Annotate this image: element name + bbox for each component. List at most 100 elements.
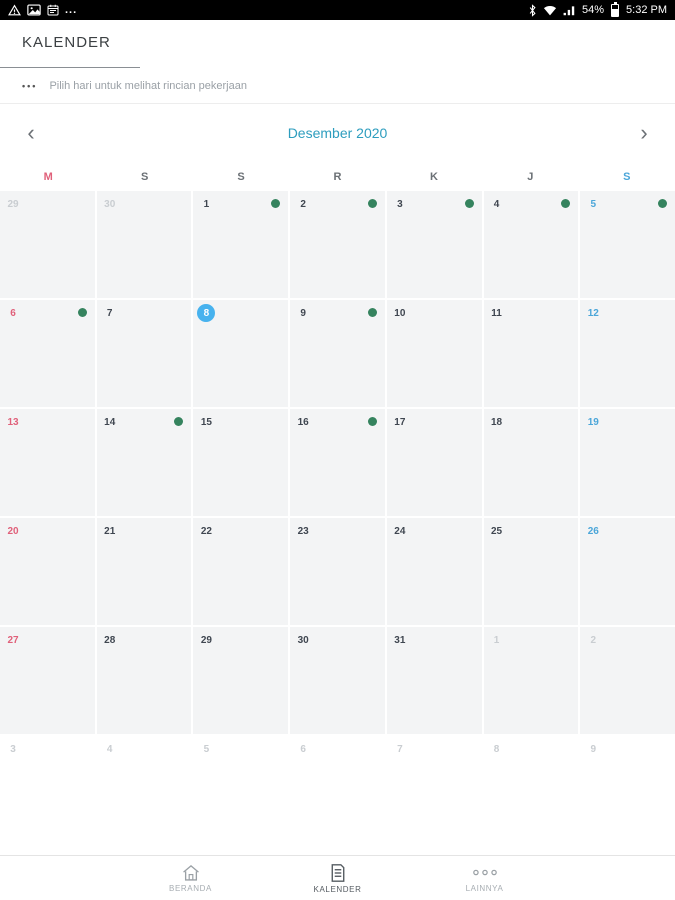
page-title: KALENDER: [22, 34, 111, 51]
day-number: 18: [491, 416, 503, 428]
day-cell-13[interactable]: 13: [0, 409, 95, 516]
day-cell-17[interactable]: 17: [386, 409, 482, 516]
day-cell-21[interactable]: 21: [96, 518, 192, 625]
day-number: 2: [300, 198, 306, 210]
weekday-label-5: J: [527, 170, 534, 183]
day-number: 9: [300, 307, 306, 319]
tab-beranda-label: BERANDA: [169, 884, 212, 893]
day-cell-22[interactable]: 22: [193, 518, 289, 625]
image-icon: [27, 4, 41, 16]
day-number: 31: [394, 634, 406, 646]
event-dot: [77, 308, 87, 317]
event-dot: [658, 199, 667, 208]
hint-row: ••• Pilih hari untuk melihat rincian pek…: [0, 68, 675, 104]
day-cell-10[interactable]: 10: [386, 300, 482, 407]
day-cell-14[interactable]: 14: [96, 409, 192, 516]
prev-month-button[interactable]: ‹: [27, 120, 35, 145]
tab-beranda[interactable]: BERANDA: [117, 863, 264, 893]
day-cell-20[interactable]: 20: [0, 518, 95, 625]
tab-lainnya-label: LAINNYA: [465, 884, 504, 893]
day-number: 25: [491, 525, 503, 537]
day-cell-27[interactable]: 27: [0, 627, 95, 734]
day-cell-4[interactable]: 4: [483, 191, 579, 298]
weekday-label-6: S: [623, 170, 631, 183]
day-cell-3[interactable]: 3: [386, 191, 482, 298]
day-cell-9-out[interactable]: 9: [580, 736, 675, 843]
day-cell-6-out[interactable]: 6: [290, 736, 385, 843]
day-cell-5-out[interactable]: 5: [193, 736, 289, 843]
day-number: 28: [104, 634, 116, 646]
day-cell-1-out[interactable]: 1: [483, 627, 579, 734]
day-cell-30-out[interactable]: 30: [96, 191, 192, 298]
day-number: 20: [7, 525, 19, 537]
weekday-label-3: R: [333, 170, 342, 183]
day-cell-8[interactable]: 8: [193, 300, 289, 407]
day-cell-2[interactable]: 2: [290, 191, 385, 298]
day-cell-31[interactable]: 31: [386, 627, 482, 734]
day-cell-25[interactable]: 25: [483, 518, 579, 625]
wifi-icon: [543, 5, 557, 15]
event-dot: [271, 199, 281, 208]
tab-kalender[interactable]: KALENDER: [264, 863, 411, 894]
day-cell-5[interactable]: 5: [580, 191, 675, 298]
day-cell-6[interactable]: 6: [0, 300, 95, 407]
tab-lainnya[interactable]: LAINNYA: [411, 863, 558, 893]
day-cell-8-out[interactable]: 8: [483, 736, 579, 843]
bottom-nav: BERANDA KALENDER LAINNYA: [0, 855, 675, 900]
day-cell-29[interactable]: 29: [193, 627, 289, 734]
event-dot: [367, 199, 377, 208]
day-number: 30: [104, 198, 116, 210]
day-number: 14: [104, 416, 116, 428]
more-notifications-icon: ...: [65, 4, 78, 16]
day-number: 24: [394, 525, 406, 537]
day-cell-9[interactable]: 9: [290, 300, 385, 407]
day-cell-3-out[interactable]: 3: [0, 736, 95, 843]
calendar-grid: 29 30 1 2 3 4 5 6 7 8 9 10 11 12 13 14 15 16 17 18 19 20 21 22 2…: [0, 191, 675, 843]
day-number: 5: [590, 198, 597, 210]
day-number: 23: [297, 525, 309, 537]
document-icon: [331, 863, 344, 882]
day-number: 1: [203, 198, 210, 210]
day-number: 19: [587, 416, 599, 428]
day-cell-7-out[interactable]: 7: [386, 736, 482, 843]
day-cell-18[interactable]: 18: [483, 409, 579, 516]
weekday-label-2: S: [237, 170, 245, 183]
day-number: 6: [300, 743, 306, 755]
status-system-icons: 54% 5:32 PM: [528, 1, 667, 17]
day-cell-4-out[interactable]: 4: [96, 736, 192, 843]
day-cell-7[interactable]: 7: [96, 300, 192, 407]
battery-percent: 54%: [582, 4, 605, 16]
day-number: 2: [590, 634, 597, 646]
day-cell-12[interactable]: 12: [580, 300, 675, 407]
day-cell-23[interactable]: 23: [290, 518, 385, 625]
day-cell-11[interactable]: 11: [483, 300, 579, 407]
day-cell-24[interactable]: 24: [386, 518, 482, 625]
day-cell-2-out[interactable]: 2: [580, 627, 675, 734]
day-cell-15[interactable]: 15: [193, 409, 289, 516]
status-notification-icons: ...: [8, 3, 78, 17]
day-number: 7: [106, 307, 113, 319]
day-number: 21: [104, 525, 116, 537]
day-cell-19[interactable]: 19: [580, 409, 675, 516]
day-number: 7: [397, 743, 403, 755]
weekday-label-1: S: [140, 170, 149, 183]
next-month-button[interactable]: ›: [640, 120, 648, 145]
day-number: 11: [491, 307, 502, 319]
hint-text: Pilih hari untuk melihat rincian pekerja…: [49, 80, 247, 92]
day-number: 1: [493, 634, 500, 646]
bluetooth-icon: [529, 3, 536, 17]
day-cell-1[interactable]: 1: [193, 191, 289, 298]
day-cell-30[interactable]: 30: [290, 627, 385, 734]
day-number: 27: [7, 634, 19, 646]
event-dot: [561, 199, 571, 208]
day-cell-29-out[interactable]: 29: [0, 191, 95, 298]
event-dot: [464, 199, 474, 208]
day-cell-26[interactable]: 26: [580, 518, 675, 625]
month-nav: ‹ Desember 2020 ›: [0, 104, 675, 162]
day-number: 9: [590, 743, 597, 755]
warning-icon: [8, 3, 21, 15]
day-cell-28[interactable]: 28: [96, 627, 192, 734]
day-cell-16[interactable]: 16: [290, 409, 385, 516]
day-number: 4: [493, 198, 500, 210]
